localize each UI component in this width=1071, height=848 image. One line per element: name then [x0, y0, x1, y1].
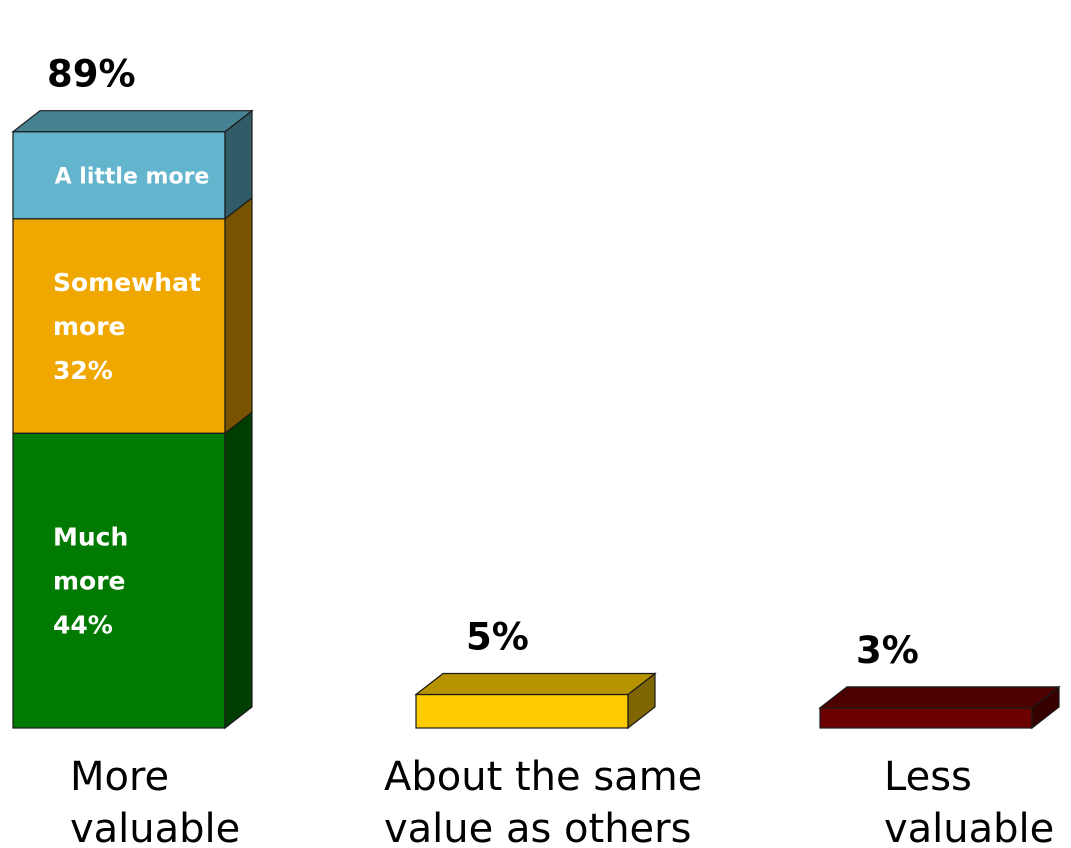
bar-total-label: 3% [856, 629, 919, 672]
bar-segment-much-more [13, 412, 252, 728]
bar-segment-somewhat-more [13, 198, 252, 433]
bar-segment-less [820, 687, 1059, 728]
segment-label: A little more [55, 164, 210, 189]
bar-segment-about-the-same [416, 674, 655, 729]
bar-side-face [225, 412, 252, 728]
bar-top-face [13, 111, 252, 132]
bar-top-face [416, 674, 655, 695]
bar-front-face [820, 708, 1032, 728]
category-label: More valuable [70, 754, 240, 848]
bar-side-face [225, 198, 252, 433]
category-label: Less valuable [884, 754, 1054, 848]
bar-total-label: 89% [47, 53, 136, 96]
bar-total-label: 5% [466, 616, 529, 659]
category-label: About the same value as others [384, 754, 702, 848]
bar-front-face [416, 695, 628, 729]
bar-top-face [820, 687, 1059, 708]
